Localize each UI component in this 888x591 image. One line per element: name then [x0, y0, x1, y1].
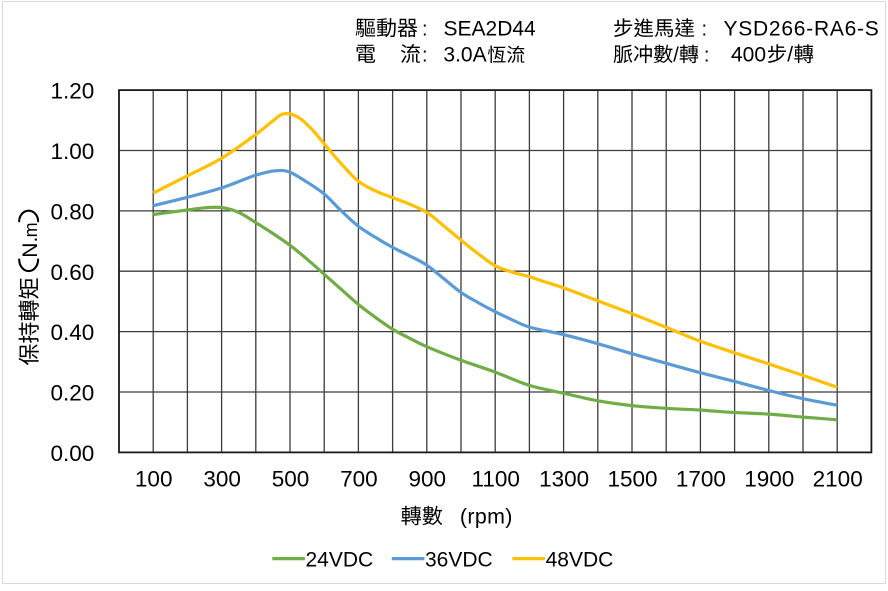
svg-text:0.20: 0.20: [51, 381, 95, 406]
svg-text:400: 400: [731, 44, 766, 67]
svg-text:0.40: 0.40: [51, 320, 95, 345]
svg-text:1100: 1100: [472, 467, 520, 492]
svg-text::: :: [702, 19, 708, 41]
svg-text:1900: 1900: [744, 467, 794, 492]
svg-text:(rpm): (rpm): [460, 505, 513, 529]
svg-text:SEA2D44: SEA2D44: [444, 18, 537, 41]
svg-text:24VDC: 24VDC: [306, 548, 374, 571]
svg-text:/: /: [787, 44, 793, 67]
svg-text:48VDC: 48VDC: [546, 548, 614, 571]
svg-text::: :: [422, 45, 428, 67]
svg-text:100: 100: [135, 467, 173, 492]
svg-text:3.0A: 3.0A: [443, 44, 486, 67]
svg-text:0.80: 0.80: [51, 199, 95, 224]
svg-text:1300: 1300: [539, 467, 589, 492]
svg-text:900: 900: [409, 467, 447, 492]
svg-text:YSD266-RA6-S: YSD266-RA6-S: [724, 18, 880, 41]
svg-text:500: 500: [272, 467, 310, 492]
svg-text:m: m: [21, 222, 41, 237]
svg-text::: :: [704, 45, 710, 67]
svg-text:0.60: 0.60: [51, 260, 95, 285]
svg-text:1.00: 1.00: [51, 139, 95, 164]
svg-text:0.00: 0.00: [51, 441, 95, 466]
svg-text:36VDC: 36VDC: [425, 548, 493, 571]
svg-text:N.: N.: [19, 237, 42, 258]
svg-text::: :: [422, 19, 428, 41]
svg-text:/: /: [673, 45, 679, 67]
svg-text:1500: 1500: [607, 467, 657, 492]
svg-text:2100: 2100: [813, 467, 863, 492]
svg-text:1700: 1700: [676, 467, 726, 492]
svg-text:300: 300: [203, 467, 241, 492]
svg-text:1.20: 1.20: [51, 79, 95, 104]
svg-text:700: 700: [340, 467, 378, 492]
